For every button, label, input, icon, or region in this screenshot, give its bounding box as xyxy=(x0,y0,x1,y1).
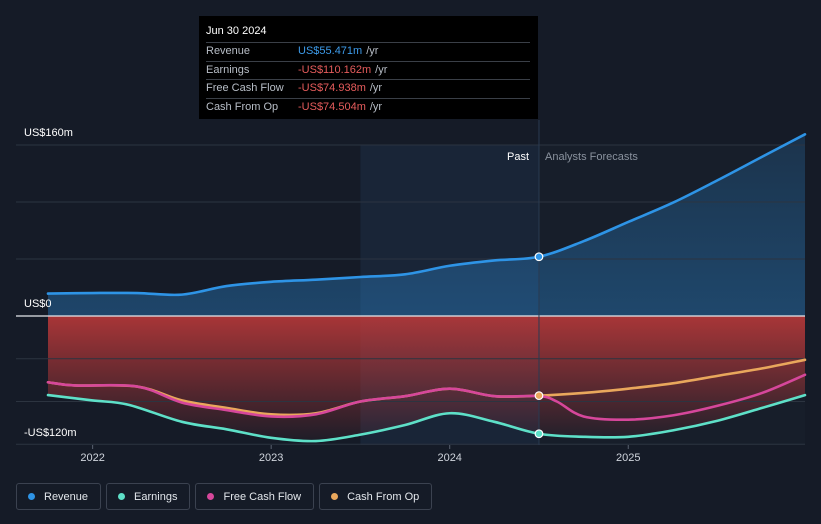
x-tick-label: 2025 xyxy=(616,452,640,464)
marker-earnings xyxy=(534,429,544,439)
legend-label: Revenue xyxy=(44,490,89,503)
tooltip-row-free-cash-flow: Free Cash Flow -US$74.938m /yr xyxy=(206,79,530,98)
legend: Revenue Earnings Free Cash Flow Cash Fro… xyxy=(16,483,433,510)
y-axis-top-label: US$160m xyxy=(24,127,73,139)
tooltip-row-value: -US$110.162m xyxy=(298,63,372,76)
tooltip: Jun 30 2024 Revenue US$55.471m /yr Earni… xyxy=(199,16,538,119)
tooltip-row-cash-from-op: Cash From Op -US$74.504m /yr xyxy=(206,97,530,117)
legend-item-revenue[interactable]: Revenue xyxy=(16,483,102,510)
legend-item-earnings[interactable]: Earnings xyxy=(106,483,191,510)
tooltip-row-unit: /yr xyxy=(369,82,383,94)
tooltip-row-unit: /yr xyxy=(366,45,379,57)
tooltip-row-value: -US$74.938m xyxy=(298,82,366,94)
series-line-revenue xyxy=(46,133,807,297)
series-line-earnings xyxy=(46,393,807,443)
x-tick-label: 2023 xyxy=(259,452,283,464)
series-line-free-cash-flow xyxy=(46,373,807,422)
legend-label: Cash From Op xyxy=(347,490,420,503)
marker-cash-from-op xyxy=(534,391,544,401)
tooltip-row-value: -US$74.504m xyxy=(298,100,366,113)
tooltip-row-earnings: Earnings -US$110.162m /yr xyxy=(206,60,530,80)
tooltip-row-unit: /yr xyxy=(369,100,383,113)
legend-item-free-cash-flow[interactable]: Free Cash Flow xyxy=(195,483,315,510)
legend-dot-icon xyxy=(28,493,35,500)
marker-revenue xyxy=(534,252,544,262)
legend-label: Free Cash Flow xyxy=(223,490,302,503)
tooltip-row-label: Cash From Op xyxy=(206,100,279,113)
revenue-area xyxy=(48,134,805,316)
tooltip-row-label: Free Cash Flow xyxy=(206,82,284,94)
legend-dot-icon xyxy=(118,493,126,500)
legend-label: Earnings xyxy=(134,490,178,503)
tooltip-row-label: Earnings xyxy=(206,63,250,76)
tooltip-row-revenue: Revenue US$55.471m /yr xyxy=(206,42,530,61)
tooltip-row-unit: /yr xyxy=(375,63,388,76)
legend-item-cash-from-op[interactable]: Cash From Op xyxy=(319,483,433,510)
tooltip-row-label: Revenue xyxy=(206,45,251,57)
tooltip-row-value: US$55.471m xyxy=(298,45,363,57)
y-axis-zero-label: US$0 xyxy=(24,298,52,310)
legend-dot-icon xyxy=(331,493,339,500)
x-tick-label: 2022 xyxy=(80,452,104,464)
legend-dot-icon xyxy=(207,493,215,500)
x-tick-label: 2024 xyxy=(437,452,461,464)
y-axis-bottom-label: -US$120m xyxy=(24,427,77,439)
past-period-label: Past xyxy=(507,151,529,163)
tooltip-date: Jun 30 2024 xyxy=(206,25,267,37)
forecast-period-label: Analysts Forecasts xyxy=(545,151,638,163)
